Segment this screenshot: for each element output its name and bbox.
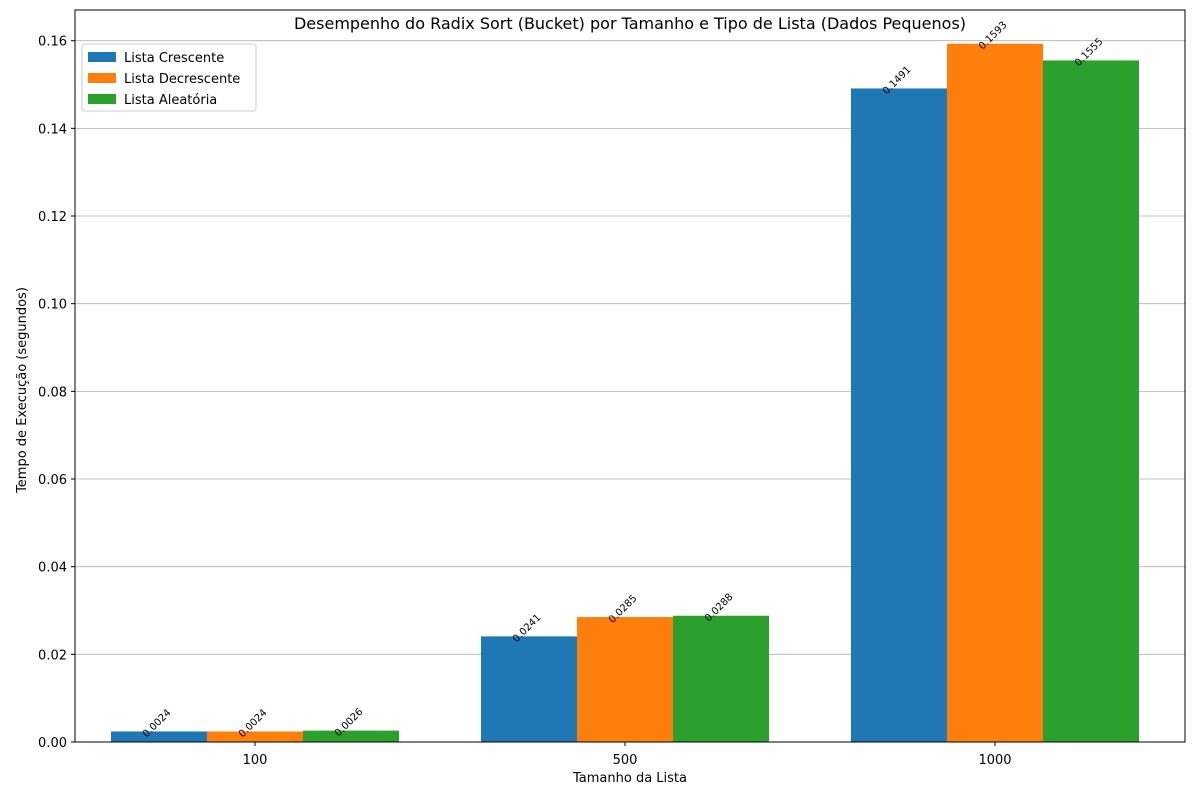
y-axis-label: Tempo de Execução (segundos) [15,287,30,494]
bar [851,88,947,742]
y-tick-label: 0.14 [38,122,67,137]
legend: Lista Crescente Lista Decrescente Lista Al… [81,43,257,112]
x-axis-ticks: 100 500 1000 [243,742,1012,768]
legend-box [81,43,257,112]
bar [303,730,399,742]
y-axis-ticks: 0.00 0.02 0.04 0.06 0.08 0.10 0.12 0.14 0.16 [38,35,75,751]
bar [947,43,1043,742]
y-tick-label: 0.04 [38,561,67,576]
x-tick-label: 500 [613,753,638,768]
bar [207,731,303,742]
bars [111,43,1139,743]
x-tick-label: 1000 [978,753,1011,768]
y-tick-label: 0.02 [38,648,67,663]
y-tick-label: 0.00 [38,736,67,751]
x-tick-label: 100 [243,753,268,768]
y-tick-label: 0.12 [38,210,67,225]
y-tick-label: 0.08 [38,385,67,400]
y-tick-label: 0.10 [38,298,67,313]
bar [1043,60,1139,743]
chart-title: Desempenho do Radix Sort (Bucket) por Ta… [294,14,966,33]
legend-swatch [88,52,116,62]
legend-label: Lista Decrescente [124,72,240,87]
legend-label: Lista Crescente [124,51,224,66]
legend-swatch [88,94,116,104]
x-axis-label: Tamanho da Lista [572,771,687,786]
legend-label: Lista Aleatória [124,93,217,108]
bar [577,617,673,742]
y-tick-label: 0.16 [38,35,67,50]
bar [111,731,207,742]
y-tick-label: 0.06 [38,473,67,488]
bar [481,636,577,742]
plot-frame [74,9,1186,743]
grid-lines [75,40,1185,743]
legend-swatch [88,73,116,83]
bar [673,615,769,742]
